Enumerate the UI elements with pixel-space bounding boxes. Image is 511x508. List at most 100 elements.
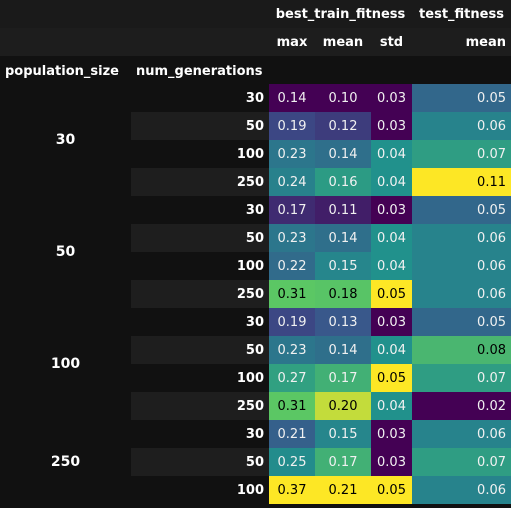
- heatmap-cell: 0.05: [371, 364, 412, 392]
- heatmap-cell: 0.03: [371, 196, 412, 224]
- heatmap-cell: 0.31: [269, 280, 315, 308]
- header-row-subcolumns: max mean std mean: [0, 28, 511, 56]
- heatmap-cell: 0.08: [412, 336, 511, 364]
- header-blank: [0, 0, 131, 28]
- heatmap-cell: 0.04: [371, 140, 412, 168]
- heatmap-cell: 0.03: [371, 420, 412, 448]
- population-size-label: 250: [0, 420, 131, 504]
- heatmap-cell: 0.17: [315, 364, 371, 392]
- heatmap-cell: 0.05: [412, 196, 511, 224]
- table-row: 50 0.23 0.14 0.04 0.08: [0, 336, 511, 364]
- column-header: mean: [412, 28, 511, 56]
- population-size-label: 30: [0, 84, 131, 196]
- header-blank: [269, 56, 511, 84]
- heatmap-cell: 0.21: [315, 476, 371, 504]
- heatmap-cell: 0.06: [412, 280, 511, 308]
- heatmap-cell: 0.37: [269, 476, 315, 504]
- heatmap-cell: 0.03: [371, 84, 412, 112]
- heatmap-cell: 0.25: [269, 448, 315, 476]
- heatmap-cell: 0.07: [412, 364, 511, 392]
- num-generations-label: 50: [131, 336, 269, 364]
- num-generations-label: 30: [131, 196, 269, 224]
- column-header: mean: [315, 28, 371, 56]
- heatmap-cell: 0.18: [315, 280, 371, 308]
- num-generations-label: 50: [131, 112, 269, 140]
- heatmap-cell: 0.17: [269, 196, 315, 224]
- table-row: 250 30 0.21 0.15 0.03 0.06: [0, 420, 511, 504]
- heatmap-cell: 0.24: [269, 168, 315, 196]
- heatmap-cell: 0.03: [371, 308, 412, 336]
- heatmap-cell: 0.31: [269, 392, 315, 420]
- column-group-header: test_fitness: [412, 0, 511, 28]
- heatmap-cell: 0.23: [269, 336, 315, 364]
- table-row: 100 0.23 0.14 0.04 0.07: [0, 140, 511, 168]
- table-row: 250 0.31 0.20 0.04 0.02: [0, 392, 511, 420]
- heatmap-cell: 0.11: [315, 196, 371, 224]
- table-row: 50 30 0.17 0.11 0.03 0.05: [0, 196, 511, 308]
- heatmap-cell: 0.04: [371, 252, 412, 280]
- heatmap-cell: 0.07: [412, 448, 511, 476]
- heatmap-cell: 0.05: [412, 308, 511, 336]
- heatmap-cell: 0.13: [315, 308, 371, 336]
- heatmap-cell: 0.19: [269, 308, 315, 336]
- column-header: max: [269, 28, 315, 56]
- column-group-header: best_train_fitness: [269, 0, 412, 28]
- num-generations-label: 250: [131, 392, 269, 420]
- heatmap-cell: 0.14: [315, 224, 371, 252]
- heatmap-cell: 0.23: [269, 224, 315, 252]
- heatmap-cell: 0.07: [412, 140, 511, 168]
- header-row-groups: best_train_fitness test_fitness: [0, 0, 511, 28]
- heatmap-cell: 0.20: [315, 392, 371, 420]
- header-blank: [131, 28, 269, 56]
- heatmap-cell: 0.06: [412, 252, 511, 280]
- num-generations-label: 50: [131, 448, 269, 476]
- table-row: 50 0.19 0.12 0.03 0.06: [0, 112, 511, 140]
- heatmap-cell: 0.14: [269, 84, 315, 112]
- heatmap-cell: 0.06: [412, 112, 511, 140]
- heatmap-cell: 0.14: [315, 140, 371, 168]
- table-row: 100 0.37 0.21 0.05 0.06: [0, 476, 511, 504]
- table-body: 30 30 0.14 0.10 0.03 0.05 50 0.19 0.12 0.03 0.06 10…: [0, 84, 511, 504]
- table-row: 100 0.27 0.17 0.05 0.07: [0, 364, 511, 392]
- num-generations-label: 250: [131, 280, 269, 308]
- table-row: 50 0.25 0.17 0.03 0.07: [0, 448, 511, 476]
- heatmap-cell: 0.05: [412, 84, 511, 112]
- heatmap-cell: 0.22: [269, 252, 315, 280]
- num-generations-label: 100: [131, 252, 269, 280]
- heatmap-cell: 0.03: [371, 112, 412, 140]
- table-row: 100 30 0.19 0.13 0.03 0.05: [0, 308, 511, 420]
- heatmap-cell: 0.16: [315, 168, 371, 196]
- heatmap-cell: 0.06: [412, 224, 511, 252]
- heatmap-cell: 0.02: [412, 392, 511, 420]
- num-generations-label: 30: [131, 84, 269, 112]
- num-generations-label: 30: [131, 308, 269, 336]
- num-generations-label: 50: [131, 224, 269, 252]
- heatmap-cell: 0.15: [315, 420, 371, 448]
- heatmap-cell: 0.17: [315, 448, 371, 476]
- num-generations-label: 100: [131, 140, 269, 168]
- num-generations-label: 30: [131, 420, 269, 448]
- heatmap-cell: 0.14: [315, 336, 371, 364]
- heatmap-cell: 0.04: [371, 336, 412, 364]
- index-name-header: population_size: [0, 56, 131, 84]
- heatmap-cell: 0.04: [371, 224, 412, 252]
- heatmap-cell: 0.06: [412, 476, 511, 504]
- heatmap-cell: 0.05: [371, 476, 412, 504]
- heatmap-cell: 0.05: [371, 280, 412, 308]
- heatmap-cell: 0.15: [315, 252, 371, 280]
- table-row: 30 30 0.14 0.10 0.03 0.05: [0, 84, 511, 196]
- population-size-label: 100: [0, 308, 131, 420]
- num-generations-label: 100: [131, 476, 269, 504]
- num-generations-label: 250: [131, 168, 269, 196]
- population-size-label: 50: [0, 196, 131, 308]
- table-row: 50 0.23 0.14 0.04 0.06: [0, 224, 511, 252]
- column-header: std: [371, 28, 412, 56]
- heatmap-cell: 0.06: [412, 420, 511, 448]
- index-name-header: num_generations: [131, 56, 269, 84]
- heatmap-cell: 0.03: [371, 448, 412, 476]
- table-row: 100 0.22 0.15 0.04 0.06: [0, 252, 511, 280]
- heatmap-cell: 0.21: [269, 420, 315, 448]
- heatmap-cell: 0.11: [412, 168, 511, 196]
- table-row: 250 0.24 0.16 0.04 0.11: [0, 168, 511, 196]
